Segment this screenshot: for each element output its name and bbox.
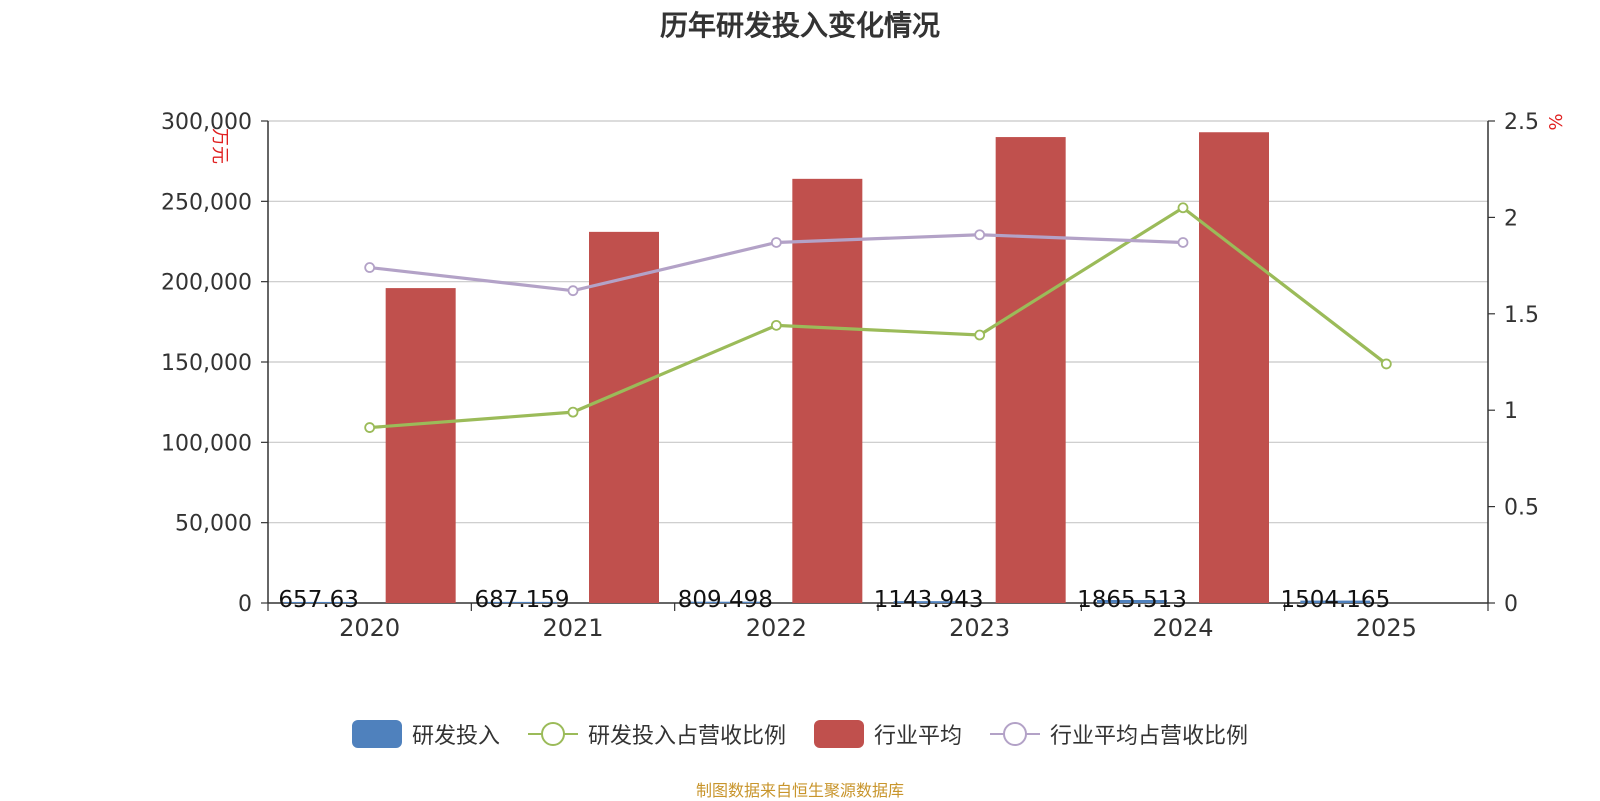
point-industry-ratio <box>567 285 579 297</box>
x-axis-tick-label: 2023 <box>949 614 1010 642</box>
data-label-rd-investment: 1504.165 <box>1280 587 1390 613</box>
bar-rd-investment <box>487 601 557 603</box>
left-axis-tick-label: 0 <box>238 592 252 617</box>
x-axis-tick-label: 2024 <box>1152 614 1213 642</box>
left-axis-tick-label: 50,000 <box>175 512 252 537</box>
point-rd-ratio <box>364 422 376 433</box>
x-axis-tick-label: 2021 <box>542 614 603 642</box>
bar-rd-investment <box>893 601 964 603</box>
legend-label: 研发投入 <box>411 724 500 749</box>
chart-plot: 0 50,000 100,000 150,000 200,000 250,000 300,0… <box>161 110 1567 642</box>
x-axis-tick-label: 2025 <box>1356 614 1417 642</box>
point-rd-ratio <box>770 319 782 331</box>
legend-marker <box>990 720 1041 748</box>
data-label-rd-investment: 1865.513 <box>1077 587 1187 613</box>
bar-industry-average <box>995 137 1066 604</box>
right-axis-tick-label: 1 <box>1504 399 1518 424</box>
chart-title: 历年研发投入变化情况 <box>659 9 940 42</box>
legend-label: 研发投入占营收比例 <box>587 724 786 749</box>
data-label-rd-investment: 657.63 <box>278 587 358 613</box>
bar-rd-investment <box>283 601 354 603</box>
left-axis-tick-label: 300,000 <box>161 110 252 135</box>
bar-industry-average <box>792 178 863 603</box>
data-label-rd-investment: 1143.943 <box>874 587 984 613</box>
left-axis-tick-label: 200,000 <box>161 271 252 296</box>
point-industry-ratio <box>770 237 782 248</box>
left-axis-tick-label: 250,000 <box>161 190 252 215</box>
point-rd-ratio <box>1380 358 1392 370</box>
point-rd-ratio <box>1177 202 1189 214</box>
bar-rd-investment <box>690 601 761 603</box>
point-rd-ratio <box>974 329 986 341</box>
line-rd-ratio <box>369 205 1388 430</box>
legend-item[interactable]: 研发投入占营收比例 <box>527 718 786 750</box>
left-axis-tick-label: 100,000 <box>161 431 252 456</box>
right-axis-tick-label: 2 <box>1504 206 1518 231</box>
legend-marker <box>351 720 402 748</box>
point-rd-ratio <box>567 406 579 418</box>
legend-item[interactable]: 行业平均 <box>814 718 962 750</box>
x-axis-tick-label: 2020 <box>339 614 400 642</box>
legend: 研发投入 研发投入占营收比例 行业平均 行业平均占营收比例 <box>0 718 1600 750</box>
point-industry-ratio <box>1177 237 1189 248</box>
right-axis-tick-label: 0 <box>1504 592 1518 617</box>
legend-item[interactable]: 行业平均占营收比例 <box>990 718 1248 750</box>
right-axis-unit-label: % <box>1546 113 1567 130</box>
source-note: 制图数据来自恒生聚源数据库 <box>695 781 904 800</box>
bar-rd-investment <box>1300 600 1371 603</box>
point-industry-ratio <box>974 229 986 241</box>
right-axis-tick-label: 0.5 <box>1504 496 1539 521</box>
left-axis-tick-label: 150,000 <box>161 351 252 376</box>
data-label-rd-investment: 809.498 <box>678 587 773 613</box>
left-axis-unit-label: 万元 <box>209 128 230 164</box>
point-industry-ratio <box>364 262 376 273</box>
x-axis-tick-label: 2022 <box>746 614 807 642</box>
data-label-rd-investment: 687.159 <box>474 587 569 613</box>
right-axis-tick-label: 2.5 <box>1504 110 1539 135</box>
legend-label: 行业平均 <box>874 724 963 749</box>
bar-industry-average <box>385 288 456 603</box>
bar-industry-average <box>1199 132 1269 603</box>
legend-item[interactable]: 研发投入 <box>351 718 500 750</box>
bar-rd-investment <box>1097 600 1167 603</box>
legend-label: 行业平均占营收比例 <box>1050 724 1249 749</box>
bar-industry-average <box>589 231 659 604</box>
right-axis-tick-label: 1.5 <box>1504 303 1539 328</box>
legend-marker <box>814 720 864 748</box>
legend-marker <box>527 720 578 748</box>
